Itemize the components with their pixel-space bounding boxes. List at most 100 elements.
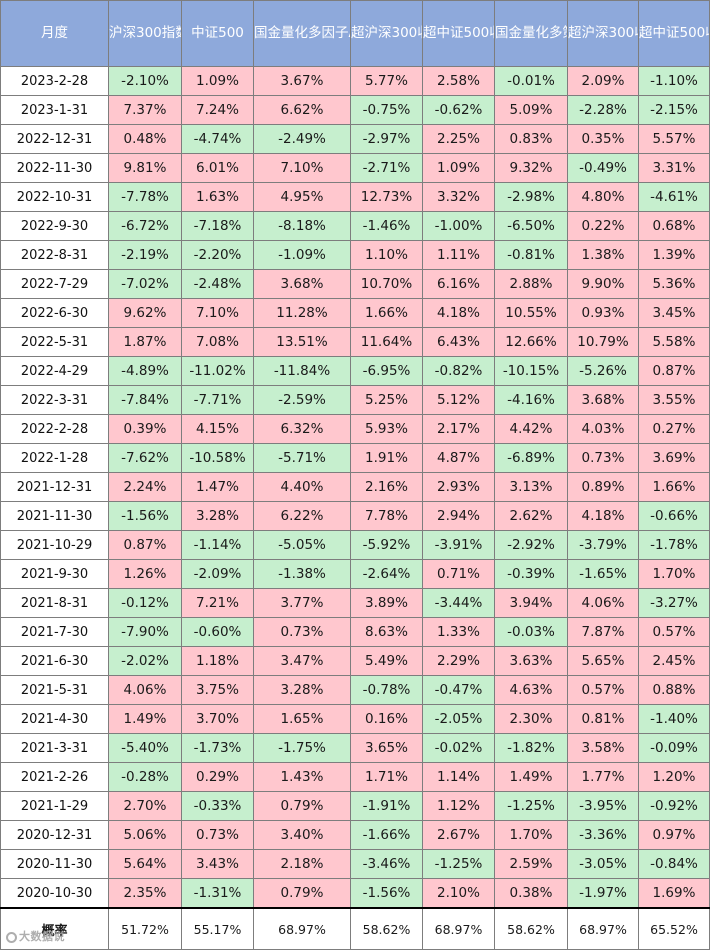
return-cell: 1.09% [422,153,495,183]
return-cell: 2.70% [108,791,182,821]
return-cell: -7.78% [108,182,182,212]
return-cell: 3.65% [350,733,423,763]
return-cell: 9.62% [108,298,182,328]
return-cell: 2.18% [253,849,351,879]
return-cell: 0.35% [567,124,639,154]
return-cell: -1.09% [253,240,351,270]
return-cell: -1.31% [181,878,254,909]
return-cell: 3.28% [253,675,351,705]
header-cell: 超沪深300收益 [350,0,423,67]
return-cell: 3.13% [494,472,568,502]
table-body: 2023-2-28 -2.10% 1.09% 3.67% 5.77% 2.58% -0.01… [0,66,710,950]
return-cell: -1.73% [181,733,254,763]
return-cell: 3.55% [638,385,710,415]
return-cell: 10.79% [567,327,639,357]
return-cell: 7.37% [108,95,182,125]
return-cell: 5.65% [567,646,639,676]
return-cell: -3.91% [422,530,495,560]
return-cell: 0.73% [567,443,639,473]
return-cell: 7.21% [181,588,254,618]
table-row: 2020-11-30 5.64% 3.43% 2.18% -3.46% -1.25% 2.5… [0,849,710,879]
return-cell: 1.70% [494,820,568,850]
return-cell: 1.10% [350,240,423,270]
return-cell: 1.91% [350,443,423,473]
month-cell: 2020-10-30 [0,878,109,909]
return-cell: -0.78% [350,675,423,705]
table-row: 2021-9-30 1.26% -2.09% -1.38% -2.64% 0.71% -0.… [0,559,710,589]
return-cell: 2.35% [108,878,182,909]
return-cell: -1.40% [638,704,710,734]
month-cell: 2021-12-31 [0,472,109,502]
return-cell: 10.55% [494,298,568,328]
table-row: 2022-8-31 -2.19% -2.20% -1.09% 1.10% 1.11% -0.… [0,240,710,270]
return-cell: -0.92% [638,791,710,821]
return-cell: -1.25% [422,849,495,879]
return-cell: 1.43% [253,762,351,792]
month-cell: 2021-9-30 [0,559,109,589]
watermark-text: 大数据说 [19,930,65,943]
table-row: 2020-12-31 5.06% 0.73% 3.40% -1.66% 2.67% 1.70… [0,820,710,850]
table-row: 2023-1-31 7.37% 7.24% 6.62% -0.75% -0.62% 5.09… [0,95,710,125]
return-cell: 5.12% [422,385,495,415]
return-cell: 3.68% [567,385,639,415]
table-row: 2021-10-29 0.87% -1.14% -5.05% -5.92% -3.91% -… [0,530,710,560]
return-cell: 0.89% [567,472,639,502]
return-cell: 0.39% [108,414,182,444]
return-cell: -3.05% [567,849,639,879]
return-cell: -2.49% [253,124,351,154]
table-header: 月度沪深300指数中证500国金量化多因子A超沪深300收益超中证500收益国金… [0,0,710,67]
table-row: 2021-4-30 1.49% 3.70% 1.65% 0.16% -2.05% 2.30%… [0,704,710,734]
return-cell: -3.46% [350,849,423,879]
return-cell: 7.10% [253,153,351,183]
return-cell: 5.06% [108,820,182,850]
month-cell: 2021-11-30 [0,501,109,531]
return-cell: 4.40% [253,472,351,502]
return-cell: 0.22% [567,211,639,241]
return-cell: 12.73% [350,182,423,212]
return-cell: -2.19% [108,240,182,270]
return-cell: 4.87% [422,443,495,473]
return-cell: -0.66% [638,501,710,531]
month-cell: 2020-11-30 [0,849,109,879]
return-cell: -3.44% [422,588,495,618]
return-cell: 3.89% [350,588,423,618]
return-cell: -6.50% [494,211,568,241]
return-cell: -4.89% [108,356,182,386]
month-cell: 2022-2-28 [0,414,109,444]
return-cell: 3.43% [181,849,254,879]
table-row: 2022-9-30 -6.72% -7.18% -8.18% -1.46% -1.00% -… [0,211,710,241]
return-cell: 1.38% [567,240,639,270]
return-cell: -1.82% [494,733,568,763]
return-cell: 7.24% [181,95,254,125]
return-cell: 1.14% [422,762,495,792]
return-cell: -5.40% [108,733,182,763]
month-cell: 2021-3-31 [0,733,109,763]
return-cell: 1.47% [181,472,254,502]
header-cell: 超沪深300收益 [567,0,639,67]
return-cell: 1.69% [638,878,710,909]
return-cell: 4.63% [494,675,568,705]
return-cell: 7.87% [567,617,639,647]
return-cell: 0.16% [350,704,423,734]
return-cell: 1.63% [181,182,254,212]
return-cell: 3.94% [494,588,568,618]
table-row: 2020-10-30 2.35% -1.31% 0.79% -1.56% 2.10% 0.3… [0,878,710,909]
return-cell: 5.58% [638,327,710,357]
return-cell: 0.81% [567,704,639,734]
return-cell: 3.68% [253,269,351,299]
return-cell: -0.82% [422,356,495,386]
month-cell: 2020-12-31 [0,820,109,850]
return-cell: -1.10% [638,66,710,96]
return-cell: -7.62% [108,443,182,473]
return-cell: 7.10% [181,298,254,328]
return-cell: 3.45% [638,298,710,328]
table-row: 2022-10-31 -7.78% 1.63% 4.95% 12.73% 3.32% -2.… [0,182,710,212]
return-cell: -0.02% [422,733,495,763]
return-cell: -7.18% [181,211,254,241]
return-cell: 10.70% [350,269,423,299]
table-row: 2021-3-31 -5.40% -1.73% -1.75% 3.65% -0.02% -1… [0,733,710,763]
return-cell: 6.22% [253,501,351,531]
return-cell: 0.87% [638,356,710,386]
return-cell: 9.81% [108,153,182,183]
return-cell: 0.27% [638,414,710,444]
